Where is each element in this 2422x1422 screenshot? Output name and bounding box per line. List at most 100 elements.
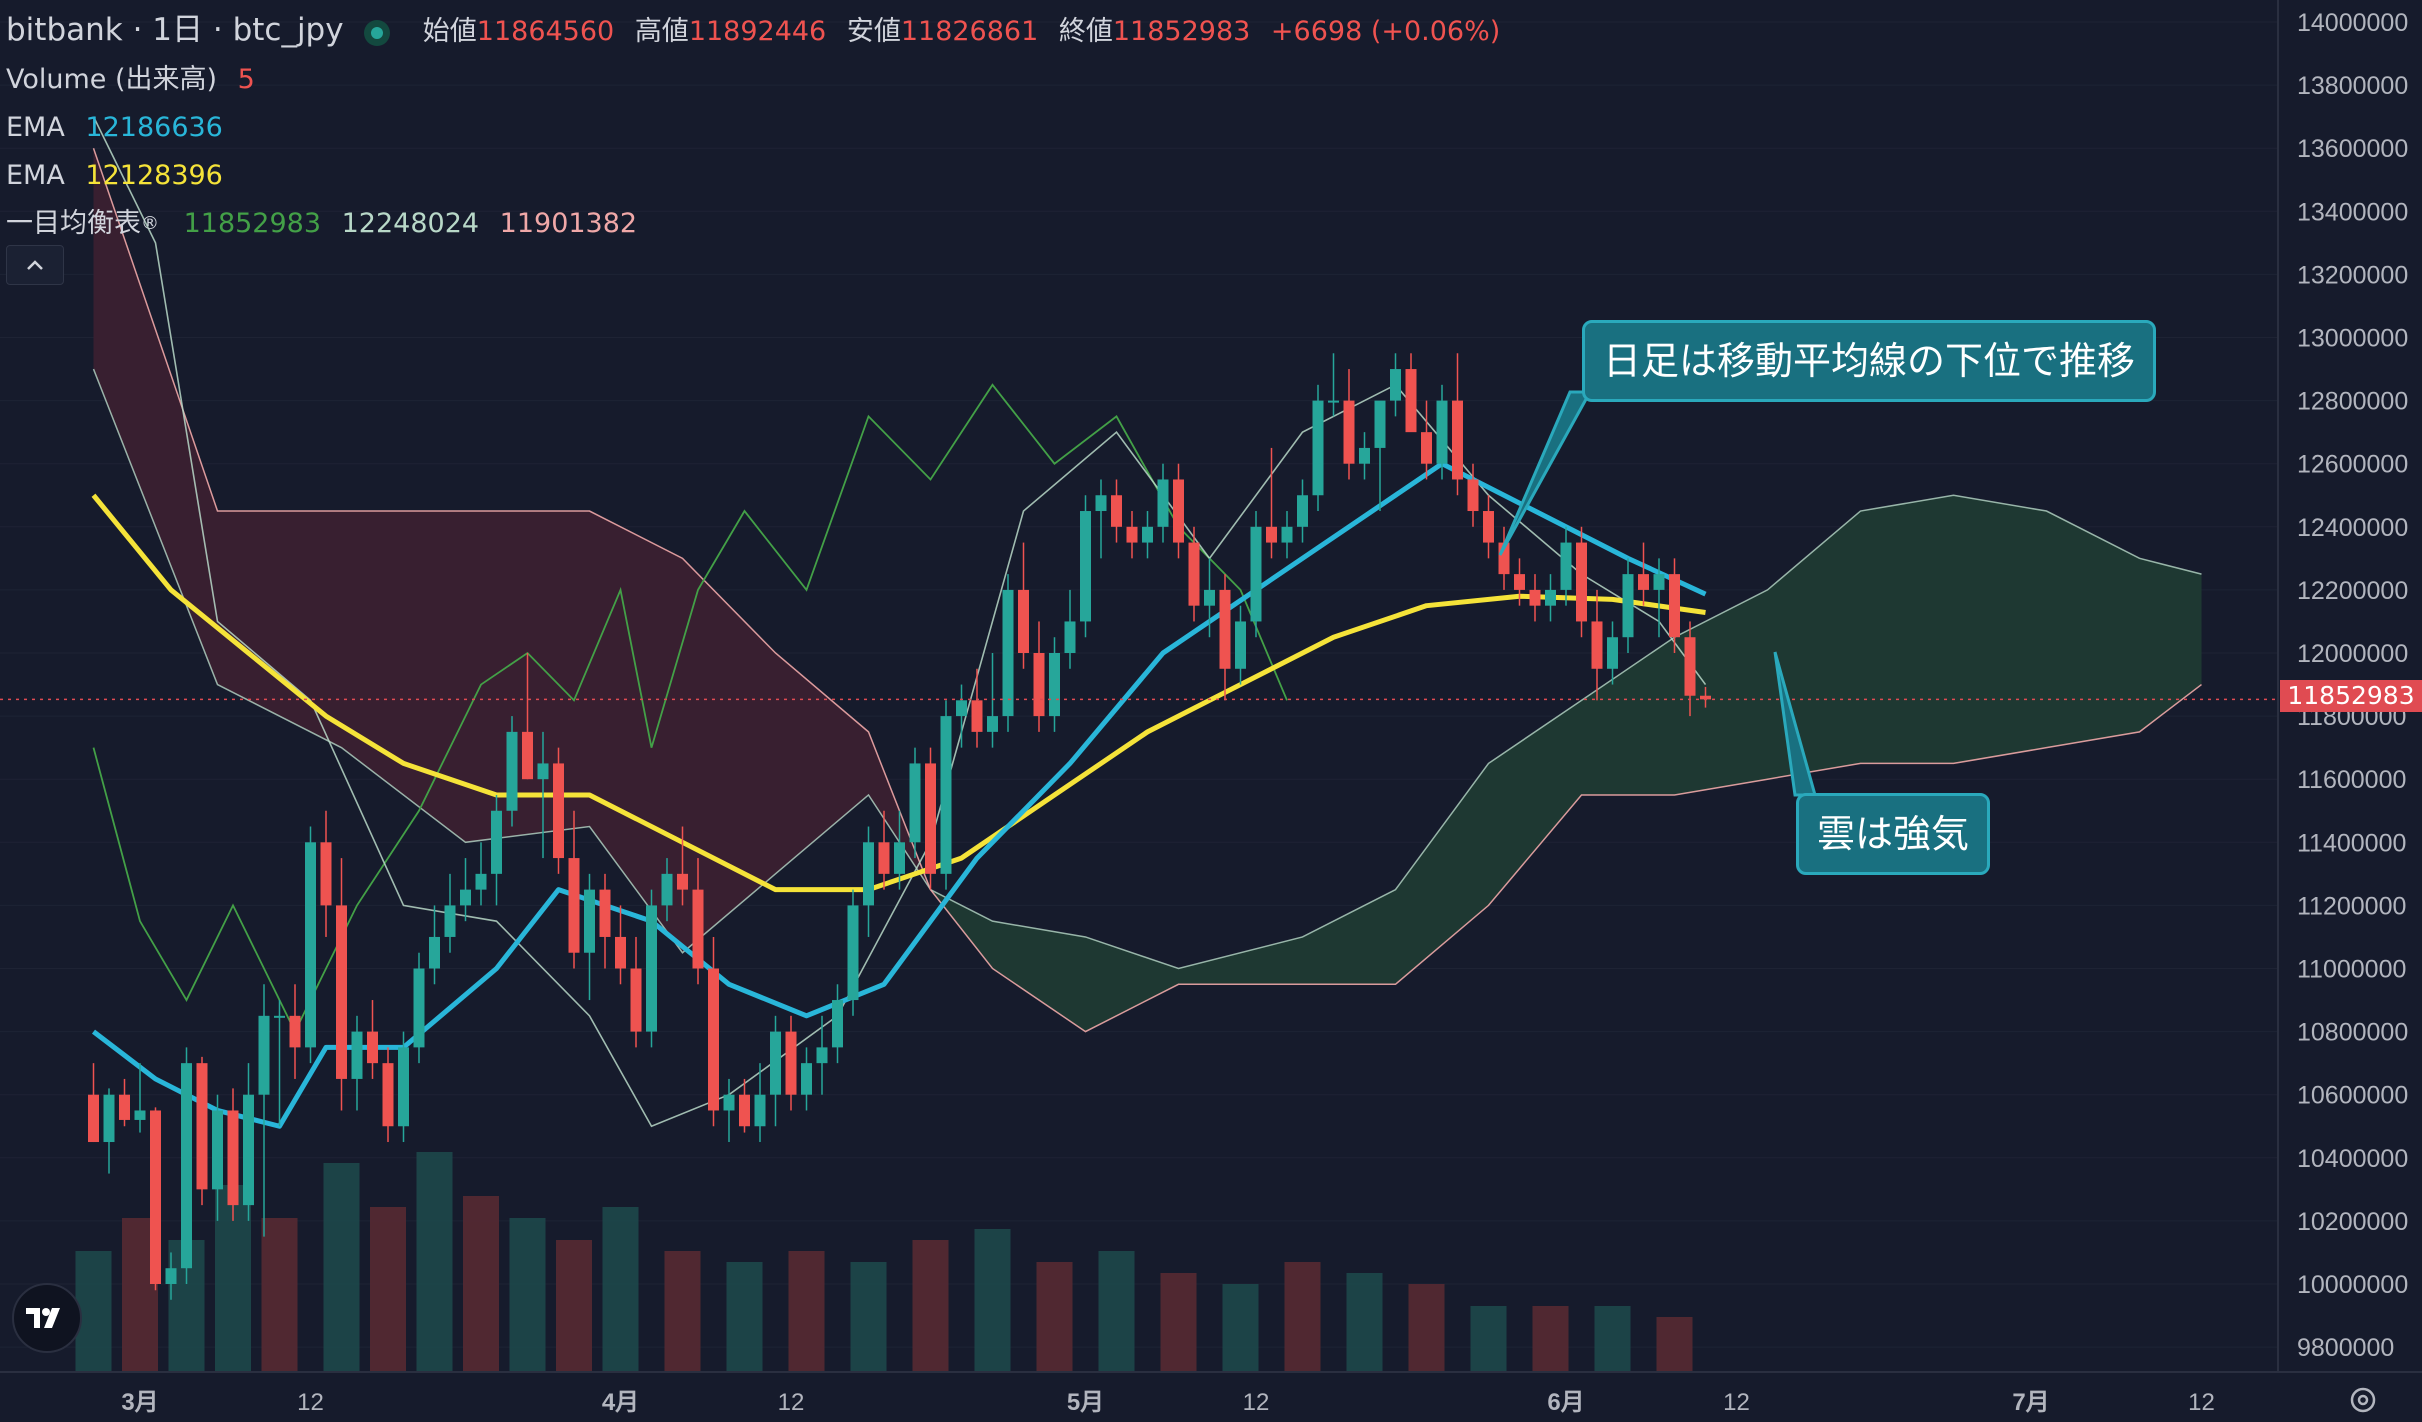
candle-body [1219, 589, 1231, 669]
settings-gear-icon[interactable] [2348, 1385, 2378, 1415]
candle-body [537, 763, 549, 780]
candle-body [1033, 653, 1045, 717]
candle-body [661, 873, 673, 906]
candle-body [878, 842, 890, 874]
candle-up [987, 653, 998, 748]
candle-body [847, 905, 859, 1001]
volume-bar [726, 1262, 763, 1372]
ichimoku-legend[interactable]: 一目均衡表® 11852983 12248024 11901382 [6, 200, 1512, 248]
candle-up [103, 1088, 115, 1174]
candle-up [801, 1047, 812, 1111]
y-tick-label: 11000000 [2297, 956, 2406, 984]
high-label: 高値 [634, 16, 689, 47]
volume-bar [1656, 1317, 1693, 1372]
candle-body [1343, 400, 1355, 464]
candle-down [553, 747, 564, 874]
candle-up [723, 1078, 735, 1143]
volume-bar [1470, 1306, 1507, 1372]
candle-down [227, 1088, 239, 1221]
low-value: 11826861 [900, 16, 1039, 47]
volume-bar [1160, 1273, 1197, 1372]
candle-body [119, 1094, 130, 1120]
candle-body [444, 905, 456, 937]
ema-fast-line [91, 461, 1707, 1129]
candle-body [1529, 589, 1541, 606]
candle-body [1250, 526, 1262, 622]
candle-down [925, 747, 936, 890]
x-tick-label: 5月 [1067, 1389, 1104, 1416]
volume-bar [1036, 1262, 1073, 1372]
callout-cloud-bullish: 雲は強気 [1796, 793, 1991, 875]
candle-body [1576, 542, 1587, 622]
candle-body [1653, 574, 1665, 590]
candle-up [754, 1063, 766, 1143]
candle-down [382, 1047, 394, 1143]
candle-body [150, 1110, 161, 1284]
y-tick-label: 12200000 [2297, 577, 2408, 605]
candle-down [336, 858, 347, 1111]
candle-body [475, 873, 487, 890]
candle-down [1405, 353, 1417, 433]
y-tick-label: 13400000 [2297, 198, 2408, 226]
candle-down [119, 1078, 130, 1127]
candle-body [1235, 621, 1246, 669]
candle-down [878, 810, 890, 890]
candle-down [1467, 463, 1479, 527]
callout-2-text: 雲は強気 [1817, 812, 1970, 856]
candle-down [1700, 686, 1711, 708]
candle-up [429, 905, 440, 985]
candle-down [1529, 574, 1541, 622]
candle-down [785, 1015, 797, 1111]
volume-bar [1408, 1284, 1445, 1372]
high-value: 11892446 [688, 16, 827, 47]
candle-up [1157, 463, 1169, 543]
current-price-tag: 11852983 [2280, 680, 2422, 712]
kumo-bull-segment [1581, 637, 1675, 795]
candle-down [1591, 589, 1603, 701]
candle-down [320, 810, 332, 937]
candle-up [305, 826, 316, 1064]
candle-up [258, 984, 270, 1237]
candle-down [739, 1078, 750, 1133]
ichimoku-label: 一目均衡表 [6, 208, 141, 239]
ema-slow-legend[interactable]: EMA 12128396 [6, 152, 1512, 200]
candle-body [134, 1110, 146, 1120]
candle-body [1002, 589, 1014, 717]
y-tick-label: 14000000 [2297, 9, 2408, 37]
candle-up [894, 810, 905, 890]
candle-body [1405, 369, 1417, 433]
candle-down [1421, 400, 1432, 480]
candle-down [615, 905, 626, 985]
kumo-bull-segment [2046, 511, 2140, 748]
collapse-legend-button[interactable] [6, 245, 64, 285]
candle-body [165, 1268, 177, 1284]
candle-body [1204, 589, 1215, 606]
candle-up [1436, 384, 1448, 480]
candle-up [1064, 589, 1076, 669]
candle-body [1467, 479, 1479, 512]
candle-down [1638, 542, 1649, 606]
ichimoku-value-2: 12248024 [341, 208, 480, 239]
ema-fast-label: EMA [6, 112, 65, 143]
candle-body [987, 716, 998, 732]
x-tick-label: 12 [778, 1389, 805, 1416]
senkou-span-b-line [92, 147, 2202, 1033]
candle-body [1638, 574, 1649, 590]
candle-up [816, 1015, 828, 1095]
current-price-value: 11852983 [2287, 681, 2415, 710]
kumo-bull-segment [992, 921, 1086, 1032]
candle-up [491, 794, 502, 906]
candle-up [1235, 605, 1246, 685]
candle-down [1219, 574, 1231, 701]
tradingview-logo-icon[interactable] [12, 1283, 82, 1353]
volume-legend[interactable]: Volume (出来高) 5 [6, 56, 1512, 104]
candle-body [522, 731, 533, 780]
x-tick-label: 3月 [121, 1389, 158, 1416]
ema-slow-label: EMA [6, 160, 65, 191]
symbol-title[interactable]: bitbank · 1日 · btc_jpy [6, 12, 344, 48]
candle-up [832, 984, 843, 1064]
candle-body [491, 810, 502, 874]
candle-up [661, 858, 673, 922]
ema-fast-legend[interactable]: EMA 12186636 [6, 104, 1512, 152]
